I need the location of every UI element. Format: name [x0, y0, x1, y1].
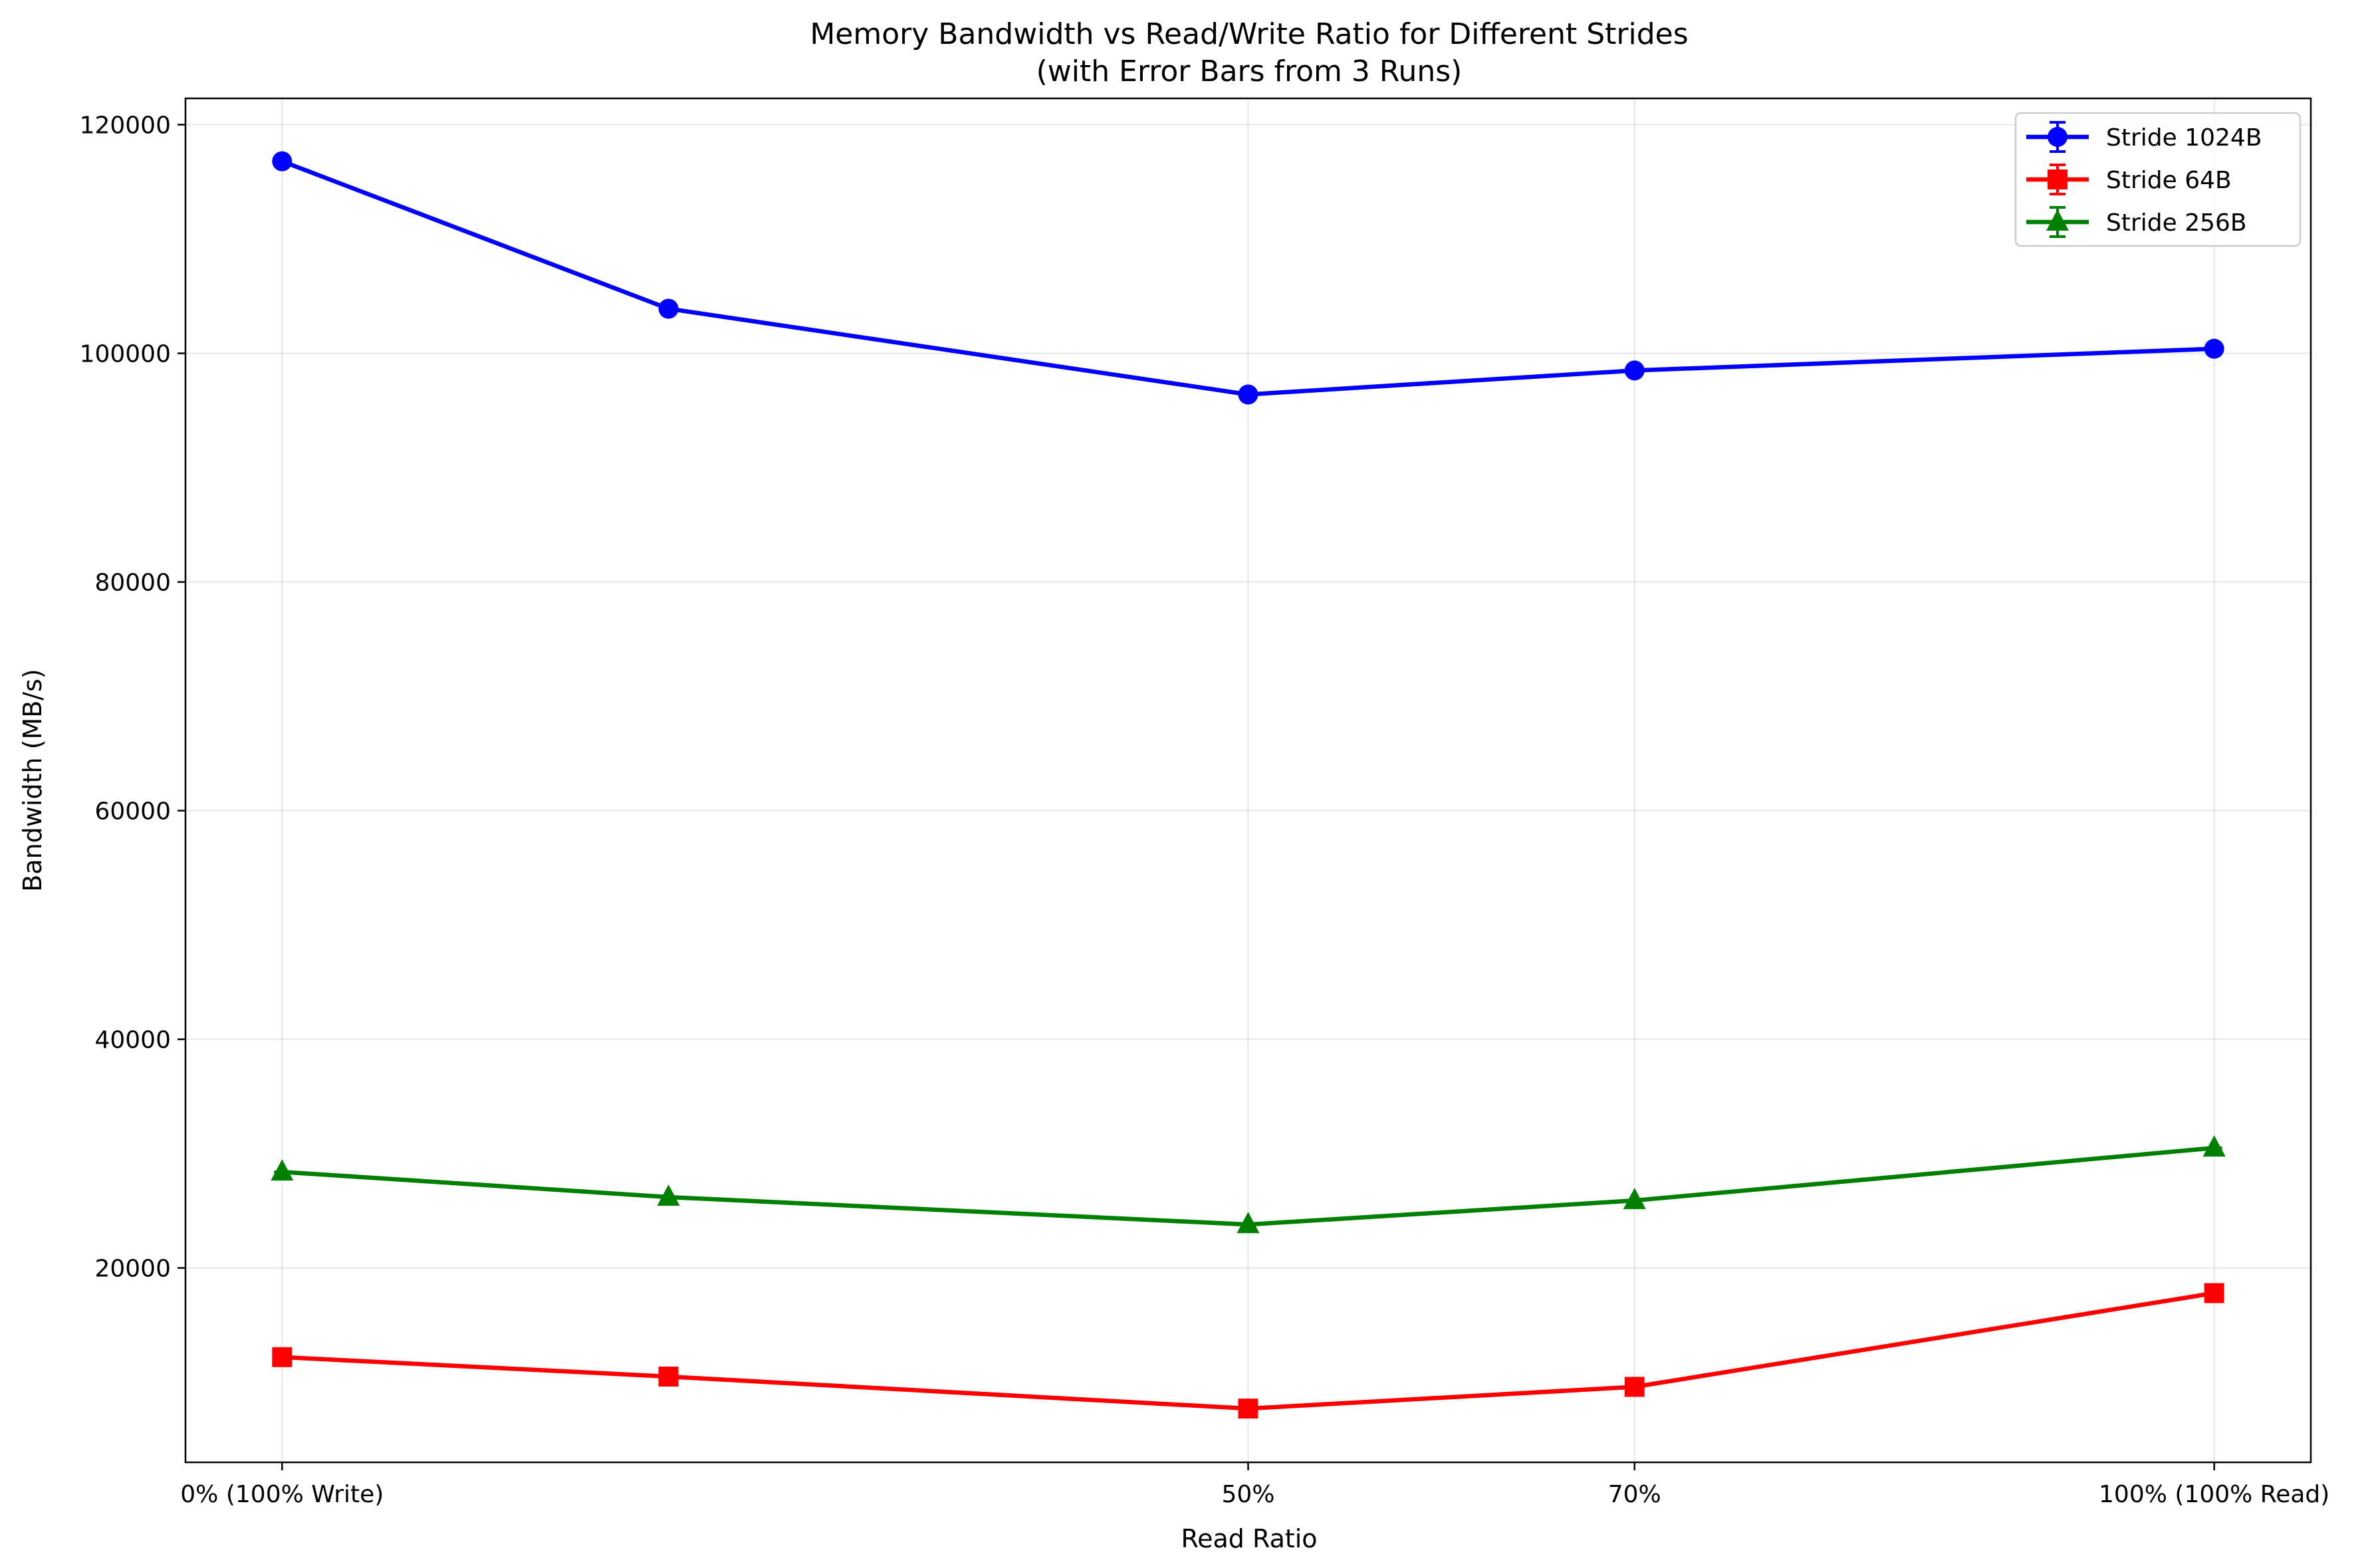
- x-tick-label: 70%: [1608, 1481, 1661, 1508]
- data-point: [272, 151, 293, 171]
- x-tick-label: 50%: [1221, 1481, 1274, 1508]
- data-point: [1238, 1399, 1258, 1419]
- y-axis-label: Bandwidth (MB/s): [18, 669, 47, 892]
- series-stride-64b: [272, 1283, 2224, 1419]
- legend-item: Stride 256B: [2026, 206, 2247, 238]
- x-axis-label: Read Ratio: [1181, 1524, 1317, 1553]
- data-point: [657, 1184, 680, 1206]
- data-point: [658, 1366, 679, 1387]
- chart-title: Memory Bandwidth vs Read/Write Ratio for…: [810, 17, 1688, 51]
- legend-marker: [2048, 127, 2067, 147]
- legend-marker: [2046, 209, 2069, 231]
- axis-ticks: 0% (100% Write) 50% 70% 100% (100% Read) 200…: [80, 112, 2330, 1508]
- grid: [185, 98, 2311, 1462]
- x-tick-label: 100% (100% Read): [2099, 1481, 2329, 1508]
- data-point: [1624, 1377, 1645, 1397]
- data-point: [1237, 1212, 1260, 1234]
- y-tick-label: 100000: [80, 341, 171, 368]
- y-tick-label: 120000: [80, 112, 171, 140]
- legend: Stride 1024B Stride 64B Stride 256B: [2014, 112, 2302, 247]
- legend-box: [2014, 112, 2302, 247]
- data-point: [1623, 1188, 1646, 1210]
- y-tick-label: 60000: [94, 798, 171, 826]
- data-point: [271, 1159, 294, 1181]
- legend-marker: [2048, 169, 2067, 189]
- data-point: [2202, 1135, 2226, 1157]
- x-tick-label: 0% (100% Write): [180, 1481, 384, 1508]
- series-stride-256b: [271, 1135, 2226, 1234]
- chart-subtitle: (with Error Bars from 3 Runs): [1036, 55, 1463, 88]
- data-point: [1238, 384, 1258, 405]
- legend-item: Stride 64B: [2026, 164, 2232, 195]
- legend-item: Stride 1024B: [2026, 121, 2262, 153]
- data-point: [272, 1347, 293, 1367]
- y-tick-label: 40000: [94, 1027, 171, 1054]
- data-point: [1624, 360, 1645, 381]
- series-stride-1024b: [272, 151, 2224, 405]
- data-point: [658, 298, 679, 319]
- series-group: [271, 151, 2226, 1419]
- plot-frame: [184, 97, 2312, 1464]
- legend-label: Stride 1024B: [2106, 124, 2262, 152]
- legend-label: Stride 64B: [2106, 167, 2232, 194]
- y-tick-label: 20000: [94, 1256, 171, 1283]
- data-point: [2204, 1283, 2224, 1303]
- legend-label: Stride 256B: [2106, 209, 2247, 237]
- data-point: [2204, 338, 2224, 359]
- y-tick-label: 80000: [94, 570, 171, 597]
